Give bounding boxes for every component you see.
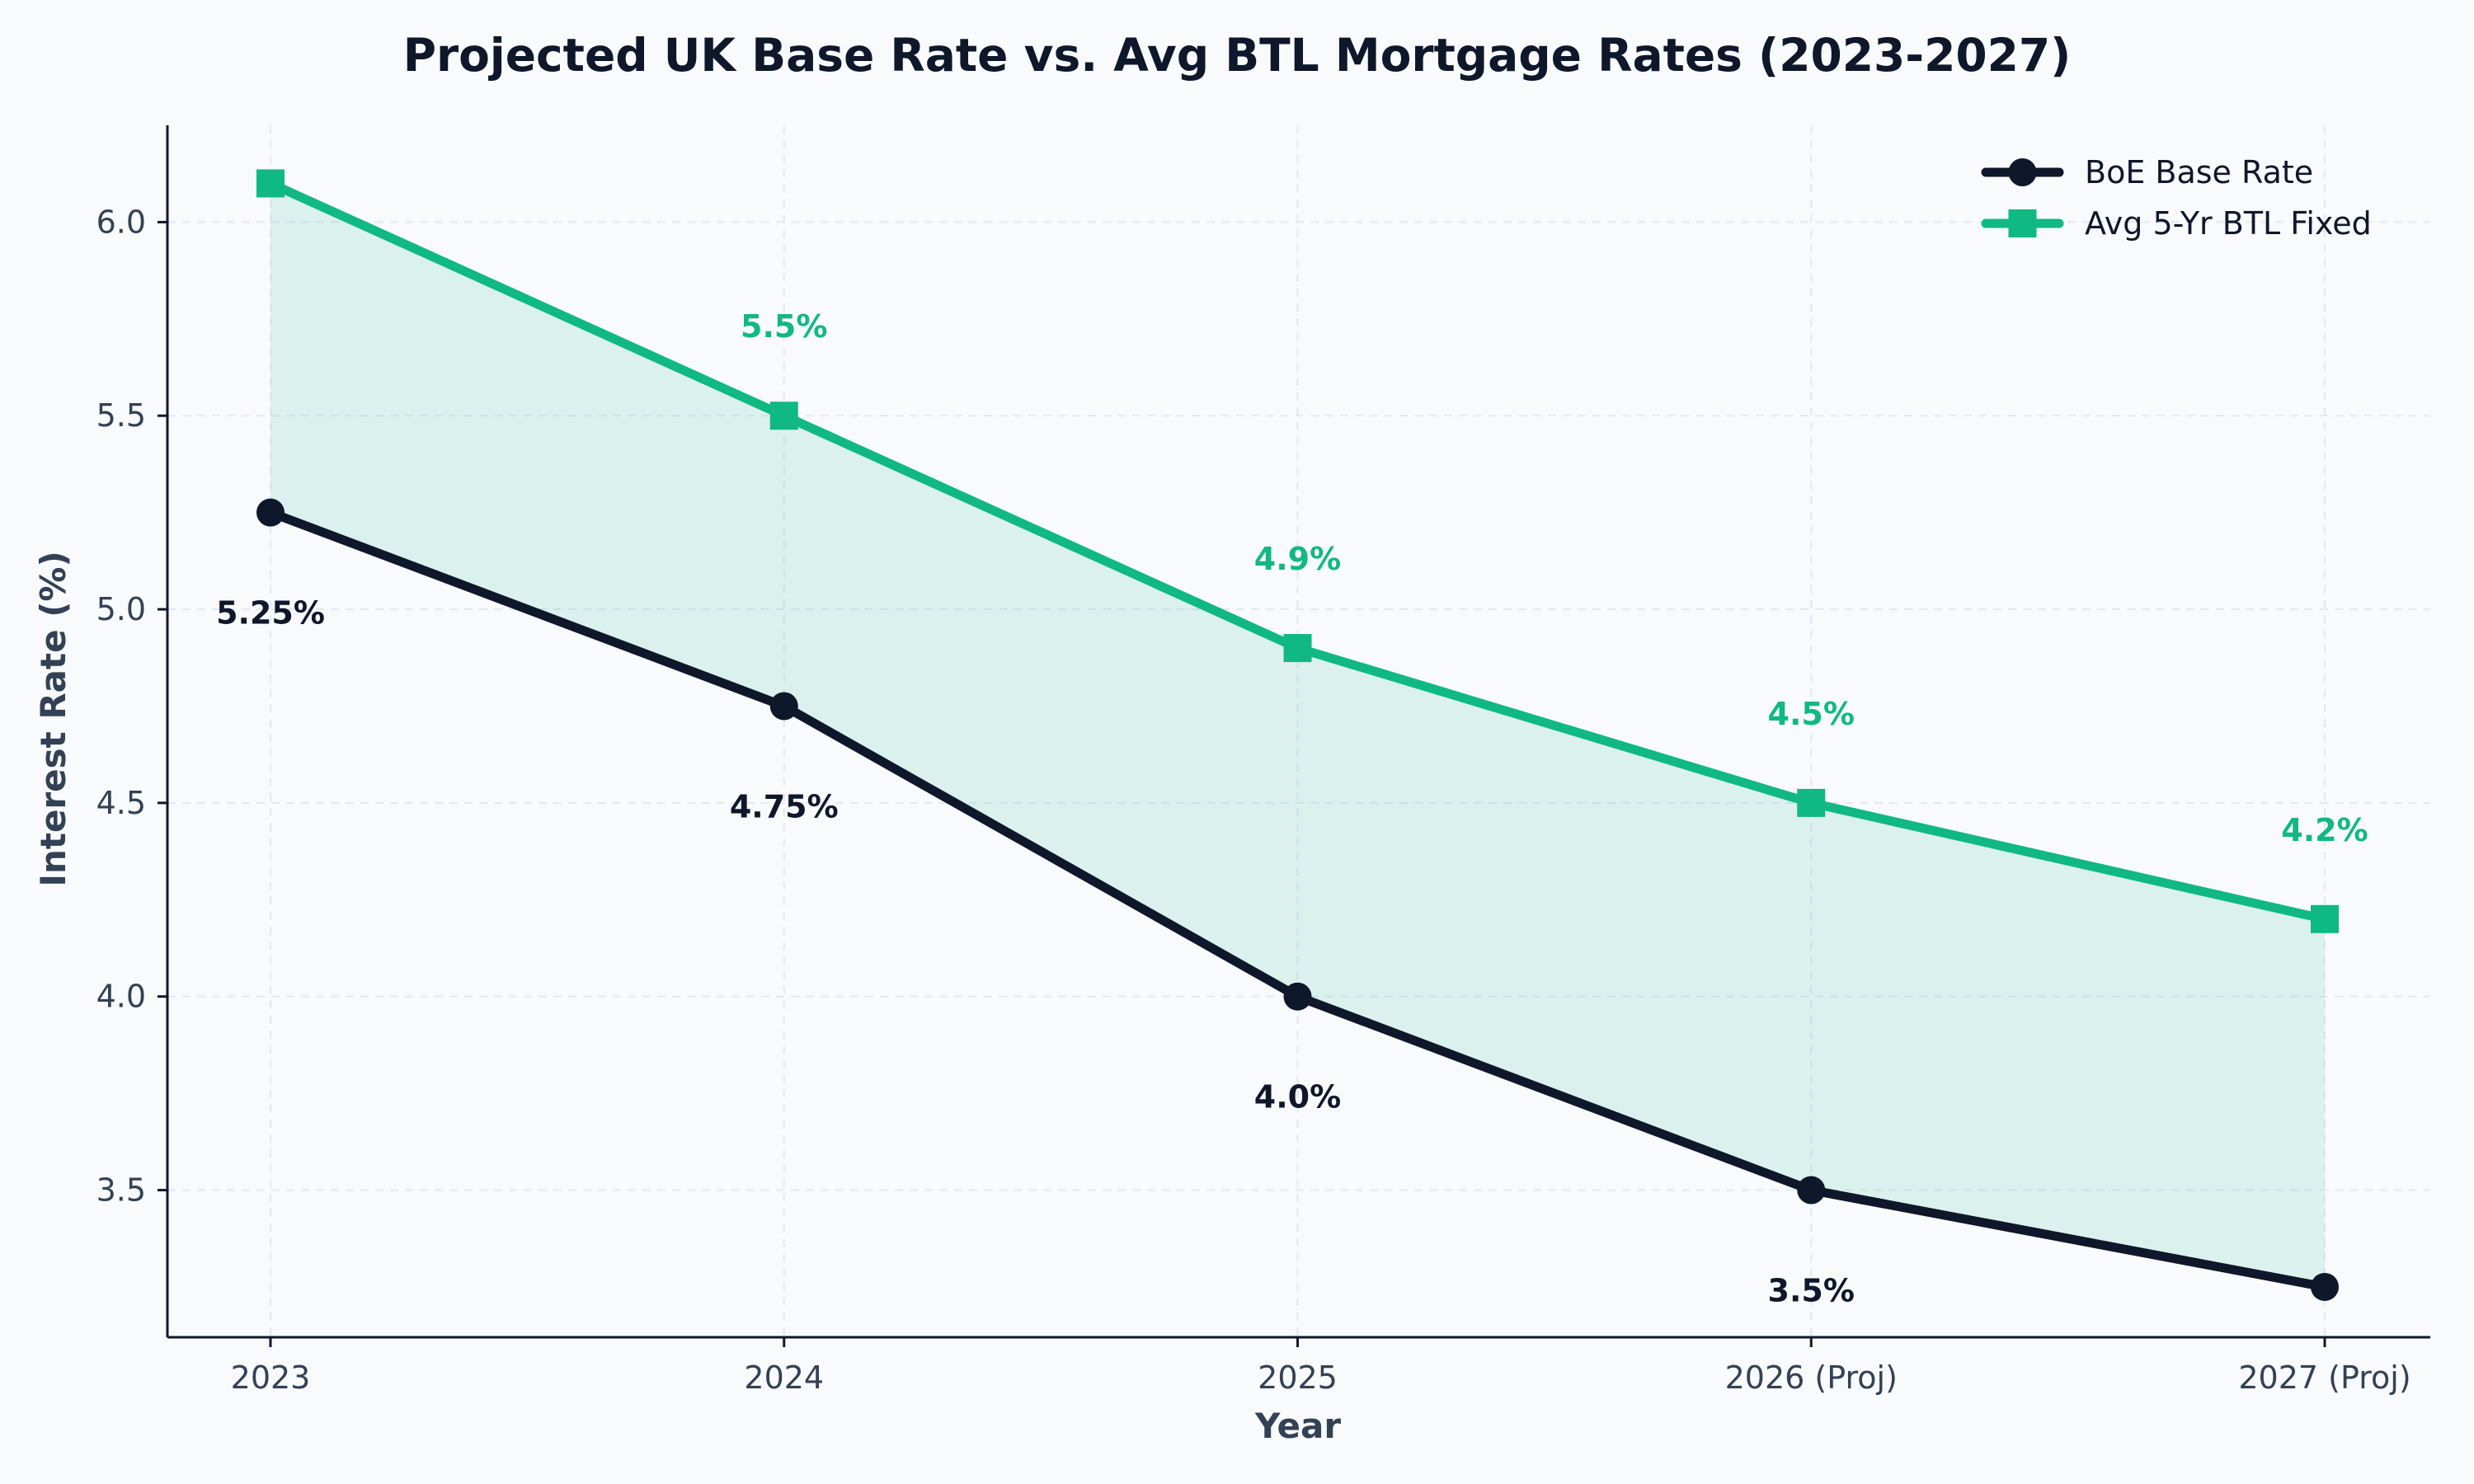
legend-marker — [2008, 209, 2037, 237]
data-label: 5.5% — [741, 308, 827, 345]
data-label: 4.2% — [2281, 812, 2368, 848]
y-tick-label: 5.5 — [96, 397, 146, 434]
legend-label: Avg 5-Yr BTL Fixed — [2085, 205, 2372, 242]
data-point — [256, 498, 285, 527]
data-point — [1283, 982, 1312, 1011]
data-label: 4.9% — [1254, 541, 1341, 577]
x-tick-label: 2024 — [744, 1360, 824, 1396]
x-tick-label: 2026 (Proj) — [1725, 1360, 1898, 1396]
fill-area-layer — [270, 183, 2325, 1287]
legend-marker — [2008, 158, 2037, 186]
legend-item: Avg 5-Yr BTL Fixed — [1981, 205, 2372, 242]
data-point — [2311, 1272, 2339, 1301]
data-label: 4.75% — [730, 788, 839, 824]
y-tick-label: 3.5 — [96, 1172, 146, 1209]
data-point — [769, 692, 798, 721]
data-label-layer: 5.25% 4.75% 4.0% 3.5% 5.5% 4.9% 4.5% 4.2% — [216, 308, 2368, 1308]
series-boe-base-rate — [256, 498, 2339, 1301]
y-tick-label: 6.0 — [96, 204, 146, 240]
fill-between-area — [270, 183, 2325, 1287]
series-avg-btl-fixed — [256, 169, 2339, 933]
x-axis-label: Year — [1254, 1406, 1341, 1446]
y-tick-label: 4.0 — [96, 979, 146, 1015]
data-point — [1797, 1176, 1826, 1205]
y-tick-label: 4.5 — [96, 785, 146, 821]
data-point — [256, 169, 285, 198]
axes: 3.5 4.0 4.5 5.0 5.5 6.0 2023 2024 2025 2026 (Proj… — [96, 125, 2430, 1396]
data-point — [769, 402, 798, 430]
data-point — [1283, 634, 1312, 663]
x-tick-label: 2027 (Proj) — [2238, 1360, 2411, 1396]
data-label: 5.25% — [216, 595, 325, 632]
data-point — [1797, 788, 1826, 817]
y-tick-label: 5.0 — [96, 591, 146, 627]
data-label: 4.5% — [1768, 696, 1855, 732]
chart-title: Projected UK Base Rate vs. Avg BTL Mortg… — [403, 29, 2072, 82]
legend: BoE Base Rate Avg 5-Yr BTL Fixed — [1981, 154, 2372, 242]
y-axis-label: Interest Rate (%) — [33, 551, 73, 886]
legend-item: BoE Base Rate — [1981, 154, 2313, 190]
data-label: 3.5% — [1768, 1273, 1855, 1309]
series-layer — [256, 169, 2339, 1301]
data-point — [2311, 904, 2339, 933]
x-tick-label: 2025 — [1258, 1360, 1338, 1396]
legend-label: BoE Base Rate — [2085, 154, 2313, 190]
data-label: 4.0% — [1254, 1079, 1341, 1115]
x-tick-label: 2023 — [231, 1360, 311, 1396]
